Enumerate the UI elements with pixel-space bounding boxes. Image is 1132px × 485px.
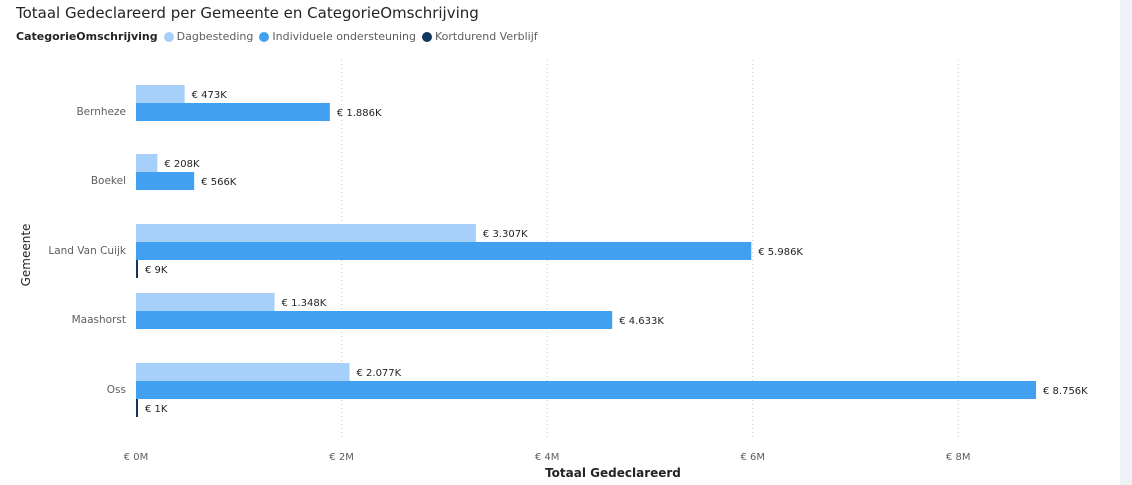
bar-land-van-cuijk-kortdurend-verblijf[interactable] (136, 260, 138, 278)
category-label-land-van-cuijk: Land Van Cuijk (48, 245, 127, 257)
x-tick-label: € 6M (740, 452, 765, 463)
data-labels: € 473K € 1.886K € 208K€ 566K € 3.307K € 5.98… (145, 90, 1088, 415)
bar-land-van-cuijk-dagbesteding[interactable] (136, 224, 476, 242)
legend-swatch-dagbesteding (163, 31, 174, 42)
data-label-land-van-cuijk-dagbesteding: € 3.307K (483, 229, 528, 240)
bar-oss-kortdurend-verblijf[interactable] (136, 399, 138, 417)
chart-title: Totaal Gedeclareerd per Gemeente en Cate… (16, 4, 479, 22)
legend-label-kortdurend-verblijf: Kortdurend Verblijf (434, 30, 538, 43)
legend-item-individuele-ondersteuning[interactable]: Individuele ondersteuning (259, 30, 416, 43)
data-label-oss-kortdurend-verblijf: € 1K (145, 404, 168, 415)
bar-boekel-individuele-ondersteuning[interactable] (136, 172, 195, 190)
x-tick-label: € 8M (946, 452, 971, 463)
chart-legend: CategorieOmschrijving Dagbesteding Indiv… (16, 30, 544, 43)
category-label-maashorst: Maashorst (72, 314, 126, 326)
data-label-maashorst-individuele-ondersteuning: € 4.633K (619, 316, 664, 327)
data-label-maashorst-dagbesteding: € 1.348K (282, 298, 327, 309)
data-label-bernheze-individuele-ondersteuning: € 1.886K (337, 108, 382, 119)
data-label-bernheze-dagbesteding: € 473K (192, 90, 228, 101)
x-axis-title: Totaal Gedeclareerd (545, 466, 681, 480)
data-label-oss-dagbesteding: € 2.077K (356, 368, 401, 379)
axes: € 0M € 2M € 4M € 6M € 8M Totaal Gedeclareerd G… (19, 106, 971, 480)
legend-swatch-kortdurend-verblijf (421, 31, 432, 42)
bar-bernheze-dagbesteding[interactable] (136, 85, 185, 103)
data-label-boekel-individuele-ondersteuning: € 566K (201, 177, 237, 188)
bar-oss-dagbesteding[interactable] (136, 363, 350, 381)
x-tick-label: € 2M (329, 452, 354, 463)
x-tick-label: € 0M (124, 452, 149, 463)
category-label-bernheze: Bernheze (76, 106, 126, 118)
legend-item-dagbesteding[interactable]: Dagbesteding (163, 30, 254, 43)
bar-land-van-cuijk-individuele-ondersteuning[interactable] (136, 242, 752, 260)
y-axis-title: Gemeente (19, 224, 33, 287)
category-label-oss: Oss (107, 384, 126, 396)
legend-title: CategorieOmschrijving (16, 30, 158, 43)
data-label-land-van-cuijk-individuele-ondersteuning: € 5.986K (758, 247, 803, 258)
data-label-land-van-cuijk-kortdurend-verblijf: € 9K (145, 265, 168, 276)
bar-oss-individuele-ondersteuning[interactable] (136, 381, 1036, 399)
legend-item-kortdurend-verblijf[interactable]: Kortdurend Verblijf (421, 30, 538, 43)
legend-swatch-individuele-ondersteuning (259, 31, 270, 42)
legend-label-individuele-ondersteuning: Individuele ondersteuning (272, 30, 416, 43)
category-label-boekel: Boekel (91, 175, 126, 187)
bar-maashorst-individuele-ondersteuning[interactable] (136, 311, 613, 329)
data-label-boekel-dagbesteding: € 208K (164, 159, 200, 170)
legend-label-dagbesteding: Dagbesteding (176, 30, 254, 43)
bars (136, 85, 1036, 417)
data-label-oss-individuele-ondersteuning: € 8.756K (1043, 386, 1088, 397)
x-tick-label: € 4M (535, 452, 560, 463)
bar-boekel-dagbesteding[interactable] (136, 154, 158, 172)
bar-bernheze-individuele-ondersteuning[interactable] (136, 103, 330, 121)
bar-maashorst-dagbesteding[interactable] (136, 293, 275, 311)
